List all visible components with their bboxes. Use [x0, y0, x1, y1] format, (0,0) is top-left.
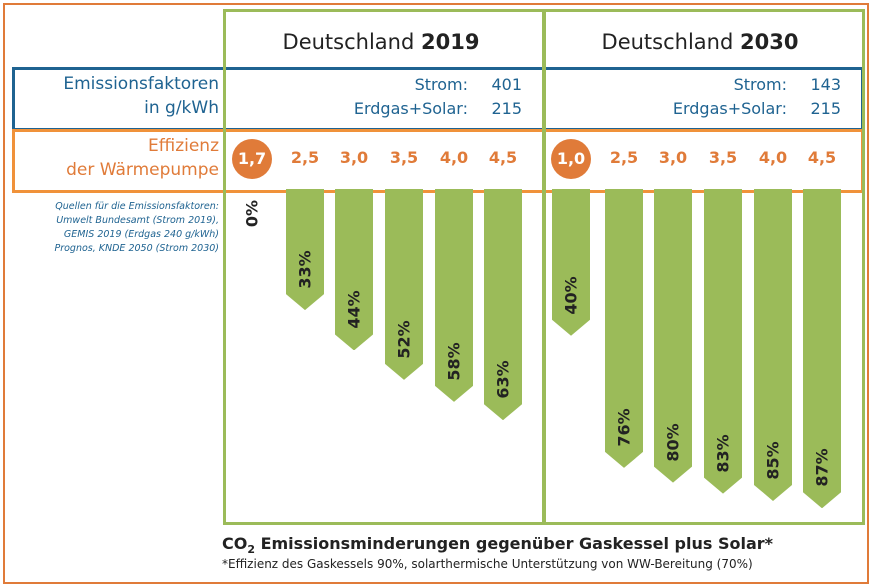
bar-shape — [286, 189, 324, 311]
bar-arrow — [435, 189, 473, 402]
bar-arrow — [286, 189, 324, 311]
bar-shape — [754, 189, 792, 501]
efficiency-value: 4,0 — [439, 148, 469, 167]
data-label: 58% — [444, 342, 464, 381]
efficiency-value: 3,0 — [339, 148, 369, 167]
title-year: 2030 — [740, 30, 799, 54]
bar-shape — [654, 189, 692, 483]
bar-arrow — [605, 189, 643, 468]
emission-factors-label: Emissionsfaktoren in g/kWh — [14, 72, 219, 120]
bar-arrow — [654, 189, 692, 483]
outer-frame — [3, 3, 869, 584]
data-label: 85% — [763, 441, 783, 480]
chart-caption: CO2 Emissionsminderungen gegenüber Gaske… — [222, 534, 773, 557]
data-label: 80% — [663, 422, 683, 462]
bar-arrow — [484, 189, 522, 421]
efficiency-value: 4,5 — [807, 148, 837, 167]
data-label: 0% — [242, 199, 262, 228]
bar-shape — [484, 189, 522, 421]
strom-label: Strom: — [414, 75, 468, 94]
efficiency-value: 3,5 — [708, 148, 738, 167]
efficiency-highlight: 1,7 — [232, 139, 272, 179]
title-prefix: Deutschland — [601, 30, 734, 54]
title-year: 2019 — [421, 30, 480, 54]
gas-value: 215 — [491, 99, 522, 118]
data-label: 83% — [713, 433, 733, 473]
efficiency-value: 3,5 — [389, 148, 419, 167]
source-line: Quellen für die Emissionsfaktoren: — [55, 201, 219, 212]
efficiency-highlight: 1,0 — [551, 139, 591, 179]
panel-2030 — [542, 9, 865, 525]
data-label: 33% — [295, 250, 315, 289]
gas-label: Erdgas+Solar: — [353, 99, 468, 118]
data-label: 52% — [394, 320, 414, 359]
gas-label: Erdgas+Solar: — [672, 99, 787, 118]
sources-note: Quellen für die Emissionsfaktoren: Umwel… — [14, 200, 219, 256]
efficiency-value: 2,5 — [290, 148, 320, 167]
bar-shape — [704, 189, 742, 494]
data-label: 44% — [344, 290, 364, 330]
efficiency-label: Effizienz der Wärmepumpe — [14, 134, 219, 182]
data-label: 87% — [812, 448, 832, 487]
bar-shape — [803, 189, 841, 509]
efficiency-value: 2,5 — [609, 148, 639, 167]
efficiency-value: 4,5 — [488, 148, 518, 167]
emission-values: 401 215 — [478, 73, 522, 121]
caption-text: Emissionsminderungen gegenüber Gaskessel… — [260, 534, 773, 553]
bar-shape — [552, 189, 590, 336]
panel-title: Deutschland 2030 — [542, 30, 858, 54]
gas-value: 215 — [810, 99, 841, 118]
label-line: in g/kWh — [144, 98, 219, 118]
efficiency-value: 4,0 — [758, 148, 788, 167]
source-line: Umwelt Bundesamt (Strom 2019), — [56, 215, 219, 226]
emission-values: 143 215 — [797, 73, 841, 121]
label-line: der Wärmepumpe — [66, 160, 219, 180]
footnote: *Effizienz des Gaskessels 90%, solarther… — [222, 557, 753, 571]
bar-arrow — [704, 189, 742, 494]
strom-label: Strom: — [733, 75, 787, 94]
strom-value: 143 — [810, 75, 841, 94]
efficiency-value: 3,0 — [658, 148, 688, 167]
title-prefix: Deutschland — [282, 30, 415, 54]
label-line: Effizienz — [148, 136, 219, 156]
source-line: GEMIS 2019 (Erdgas 240 g/kWh) — [63, 229, 219, 240]
data-label: 63% — [493, 360, 513, 399]
source-line: Prognos, KNDE 2050 (Strom 2030) — [54, 243, 219, 254]
bar-arrow — [335, 189, 373, 351]
bar-arrow — [385, 189, 423, 380]
label-line: Emissionsfaktoren — [63, 74, 219, 94]
data-label: 40% — [561, 276, 581, 315]
panel-title: Deutschland 2019 — [223, 30, 539, 54]
strom-value: 401 — [491, 75, 522, 94]
bar-arrow — [754, 189, 792, 501]
bar-shape — [385, 189, 423, 380]
bar-shape — [435, 189, 473, 402]
emission-labels: Strom: Erdgas+Solar: — [343, 73, 468, 121]
bar-arrow — [552, 189, 590, 336]
bar-arrow — [803, 189, 841, 509]
data-label: 76% — [614, 408, 634, 447]
emission-labels: Strom: Erdgas+Solar: — [662, 73, 787, 121]
bar-shape — [335, 189, 373, 351]
bar-shape — [605, 189, 643, 468]
